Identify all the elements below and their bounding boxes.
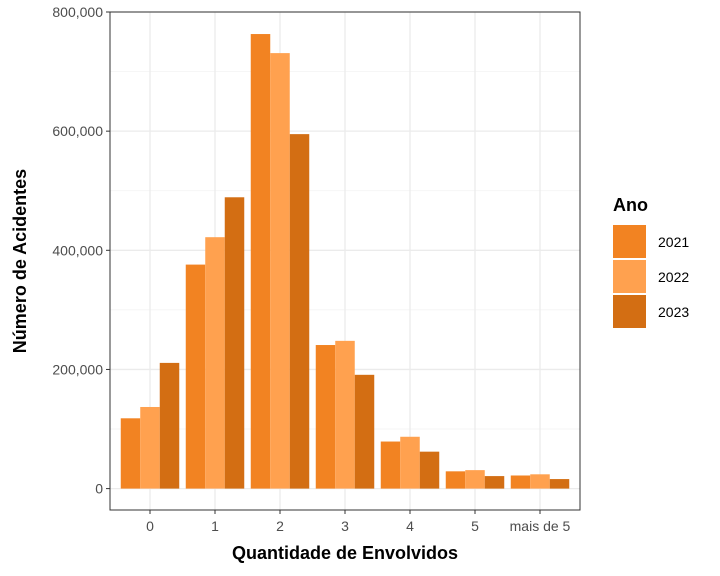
legend-title: Ano bbox=[613, 195, 648, 215]
bar bbox=[445, 471, 466, 489]
y-tick-label: 0 bbox=[95, 481, 103, 497]
bar bbox=[484, 476, 505, 489]
legend-label: 2023 bbox=[658, 304, 689, 320]
bar bbox=[315, 345, 336, 489]
bar bbox=[419, 451, 440, 489]
bar bbox=[510, 475, 531, 489]
x-tick-label: 0 bbox=[146, 518, 154, 534]
bars bbox=[120, 34, 570, 489]
x-tick-label: 5 bbox=[471, 518, 479, 534]
y-tick-label: 400,000 bbox=[52, 242, 103, 258]
y-tick-label: 200,000 bbox=[52, 361, 103, 377]
legend-label: 2022 bbox=[658, 269, 689, 285]
bar bbox=[530, 474, 550, 489]
bar bbox=[140, 406, 160, 489]
bar bbox=[270, 53, 290, 489]
y-axis-title: Número de Acidentes bbox=[10, 169, 30, 353]
bar bbox=[289, 134, 310, 489]
bar bbox=[250, 34, 271, 489]
bar bbox=[159, 362, 180, 489]
bar bbox=[120, 418, 141, 489]
bar bbox=[549, 479, 570, 489]
legend-swatch bbox=[613, 260, 646, 293]
x-tick-label: mais de 5 bbox=[510, 518, 571, 534]
bar bbox=[205, 237, 225, 489]
x-axis-title: Quantidade de Envolvidos bbox=[232, 543, 458, 563]
x-tick-label: 3 bbox=[341, 518, 349, 534]
bar bbox=[224, 197, 245, 489]
bar bbox=[185, 264, 206, 489]
legend-swatch bbox=[613, 225, 646, 258]
bar bbox=[400, 436, 420, 489]
legend-label: 2021 bbox=[658, 234, 689, 250]
x-tick-label: 1 bbox=[211, 518, 219, 534]
bar bbox=[465, 470, 485, 489]
y-tick-label: 800,000 bbox=[52, 4, 103, 20]
y-axis: 0 200,000 400,000 600,000 800,000 bbox=[52, 4, 110, 497]
bar bbox=[380, 441, 401, 489]
bar bbox=[354, 374, 375, 489]
x-tick-label: 2 bbox=[276, 518, 284, 534]
legend: Ano 2021 2022 2023 bbox=[613, 195, 689, 328]
x-axis: 0 1 2 3 4 5 mais de 5 bbox=[146, 510, 571, 534]
x-tick-label: 4 bbox=[406, 518, 414, 534]
y-tick-label: 600,000 bbox=[52, 123, 103, 139]
legend-swatch bbox=[613, 295, 646, 328]
bar bbox=[335, 340, 355, 489]
